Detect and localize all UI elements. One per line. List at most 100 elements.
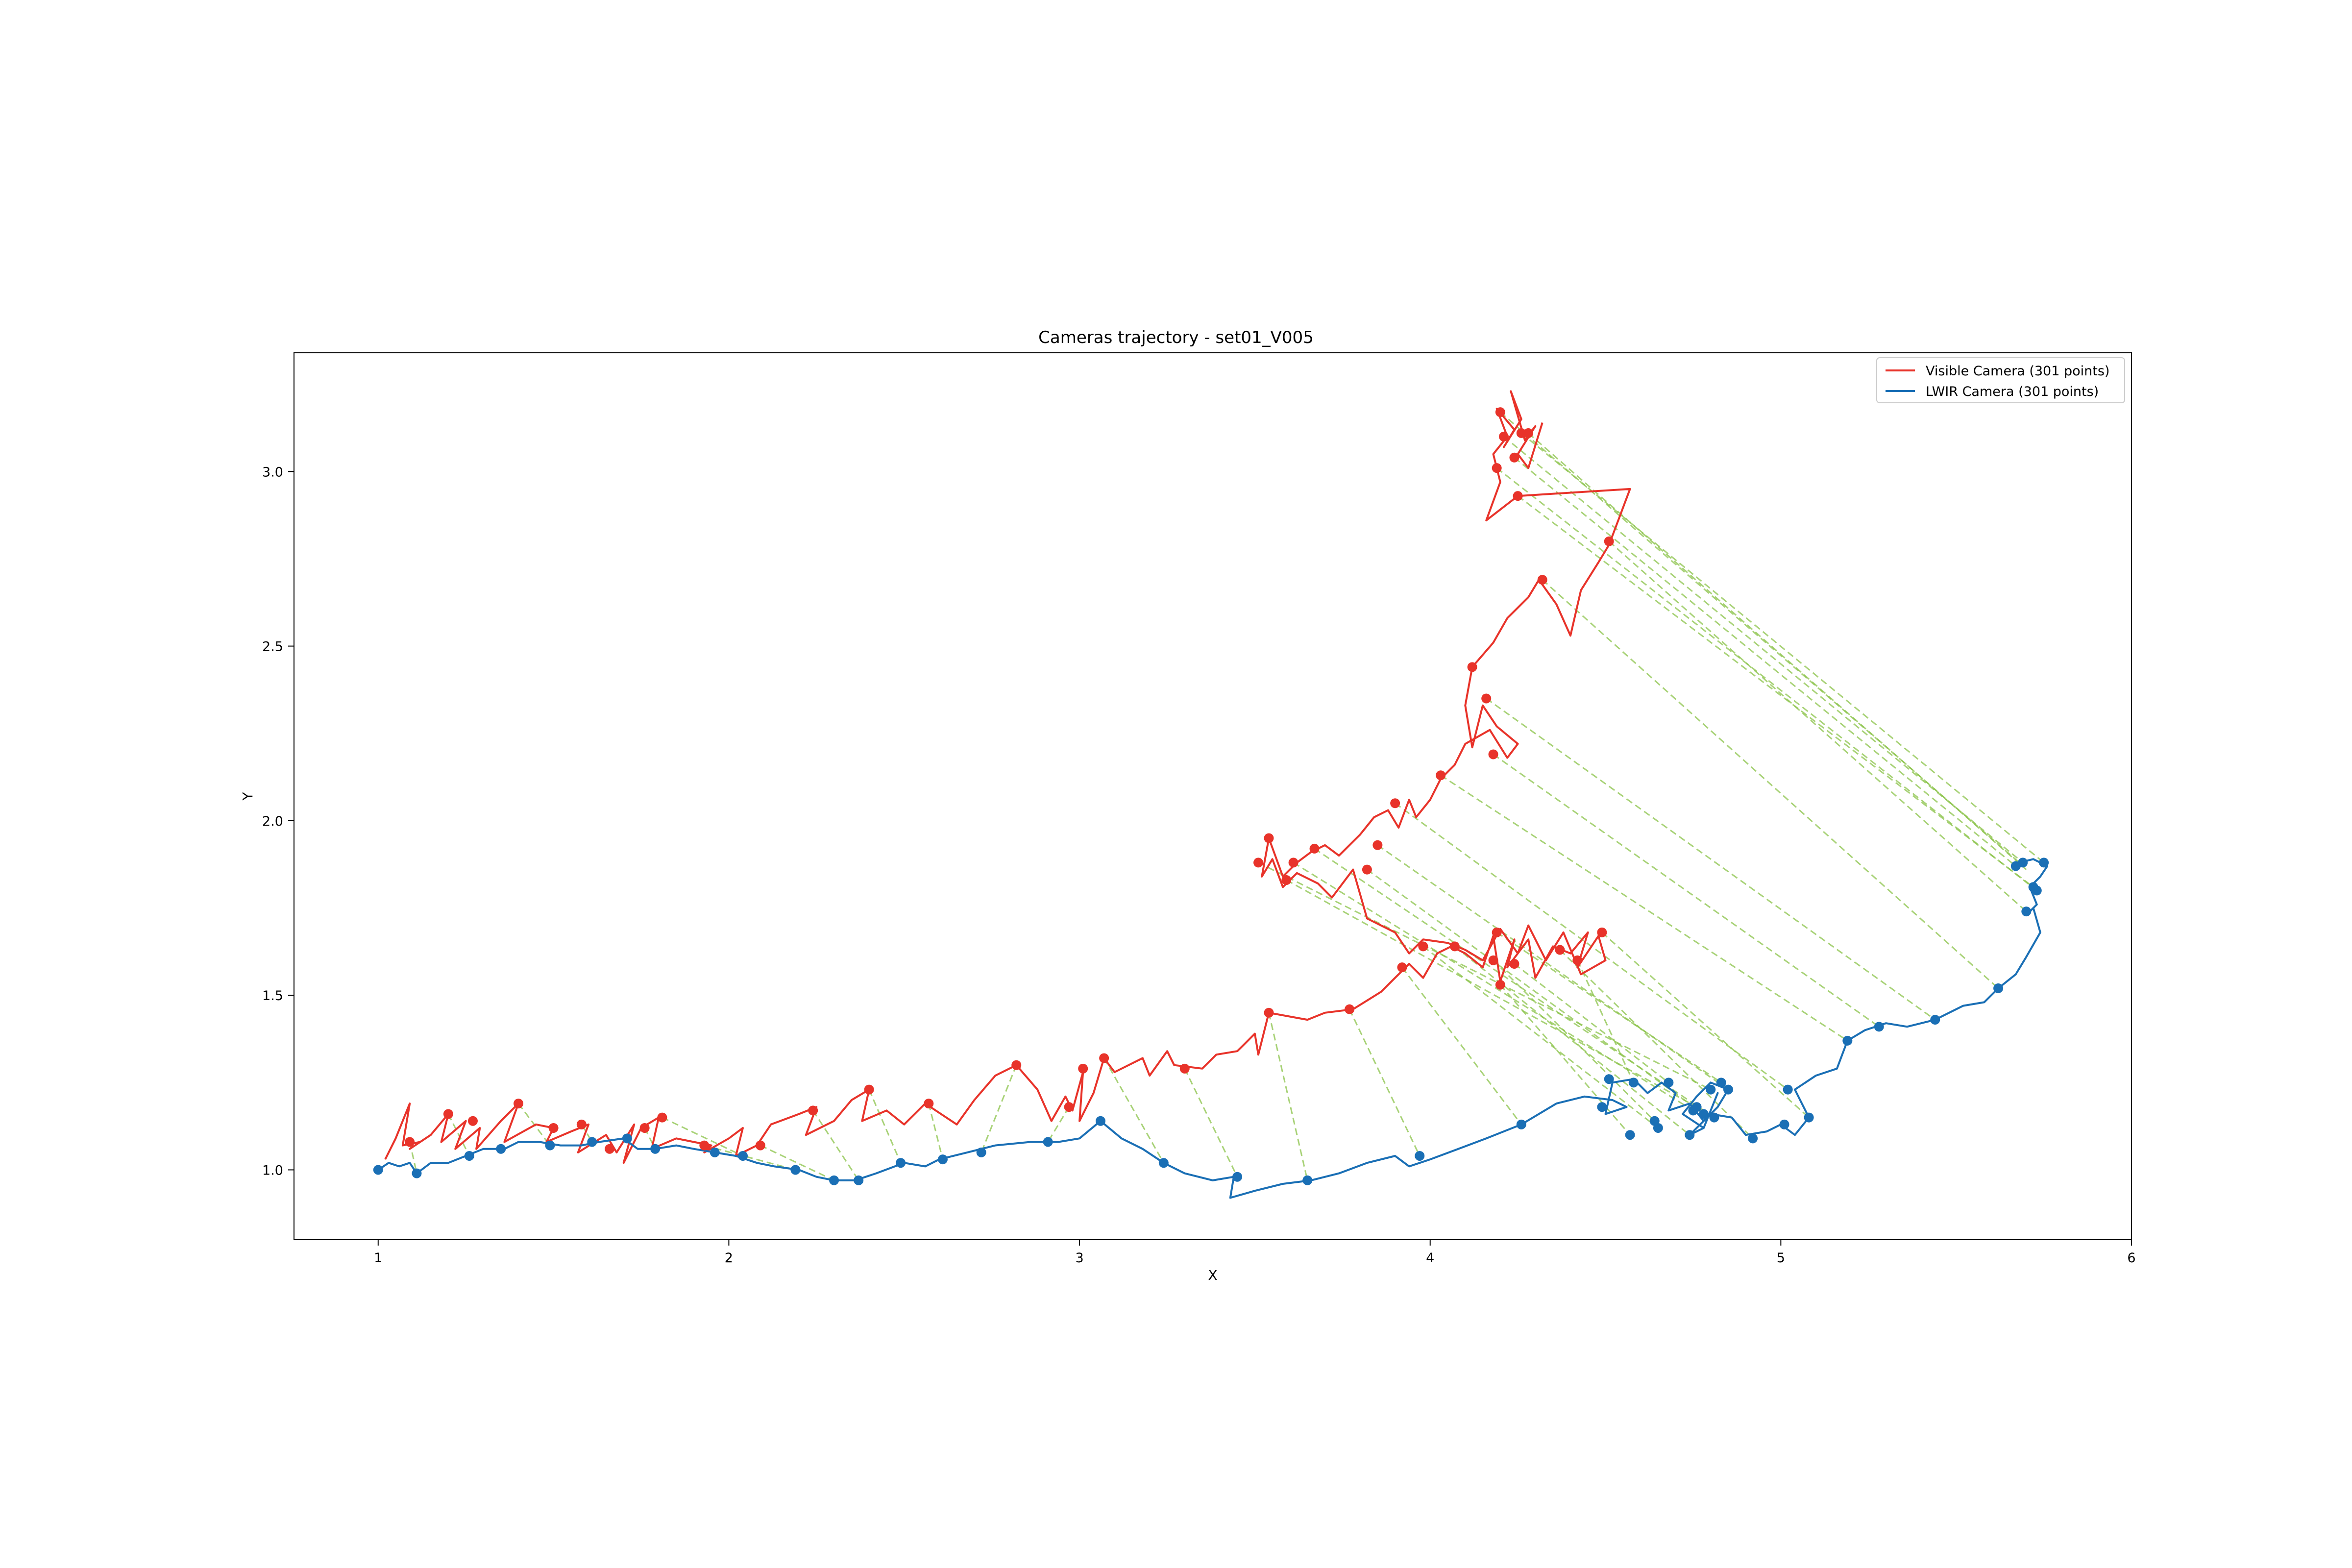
match-line-30 bbox=[1514, 963, 1669, 1083]
lwir-marker-40 bbox=[1783, 1084, 1793, 1095]
match-line-41 bbox=[1503, 436, 2024, 863]
y-axis-ticks: 1.0 1.5 2.0 2.5 3.0 bbox=[262, 465, 294, 1178]
visible-marker-9 bbox=[699, 1140, 710, 1151]
match-line-27 bbox=[1496, 931, 1722, 1083]
match-lines bbox=[409, 412, 2045, 1181]
match-line-16 bbox=[1348, 1009, 1421, 1156]
lwir-marker-46 bbox=[2021, 906, 2032, 917]
visible-marker-49 bbox=[1516, 428, 1526, 438]
lwir-marker-35 bbox=[1709, 1112, 1719, 1123]
match-line-22 bbox=[1367, 869, 1704, 1115]
visible-marker-50 bbox=[1509, 452, 1519, 463]
match-line-8 bbox=[812, 1110, 859, 1181]
visible-marker-12 bbox=[864, 1084, 874, 1095]
match-line-6 bbox=[704, 1145, 796, 1171]
match-line-40 bbox=[1496, 467, 2037, 891]
match-line-5 bbox=[662, 1117, 743, 1157]
trajectory-markers bbox=[373, 407, 2049, 1185]
visible-marker-2 bbox=[467, 1116, 478, 1126]
lwir-marker-16 bbox=[1043, 1137, 1053, 1147]
lwir-marker-22 bbox=[1516, 1119, 1526, 1129]
match-line-33 bbox=[1601, 931, 1810, 1118]
visible-marker-26 bbox=[1488, 955, 1498, 965]
visible-marker-7 bbox=[639, 1123, 650, 1133]
lwir-marker-13 bbox=[896, 1158, 906, 1168]
match-line-15 bbox=[1268, 1012, 1308, 1181]
match-line-26 bbox=[1454, 946, 1690, 1136]
legend-lwir-label: LWIR Camera (301 points) bbox=[1926, 384, 2099, 399]
lwir-marker-7 bbox=[650, 1144, 661, 1154]
match-line-29 bbox=[1493, 959, 1655, 1122]
visible-marker-30 bbox=[1555, 945, 1565, 955]
visible-marker-32 bbox=[1390, 798, 1400, 808]
visible-marker-20 bbox=[1345, 1004, 1355, 1014]
lwir-marker-32 bbox=[1691, 1102, 1702, 1112]
visible-marker-44 bbox=[1604, 536, 1614, 546]
visible-marker-29 bbox=[1597, 927, 1607, 937]
match-line-38 bbox=[1608, 540, 2027, 912]
visible-marker-36 bbox=[1309, 843, 1320, 854]
lwir-marker-28 bbox=[1653, 1123, 1663, 1133]
match-line-18 bbox=[1286, 879, 1697, 1108]
visible-marker-3 bbox=[514, 1099, 524, 1109]
visible-marker-13 bbox=[924, 1099, 934, 1109]
y-axis-label: Y bbox=[240, 792, 256, 801]
x-axis-ticks: 1 2 3 4 5 6 bbox=[374, 1240, 2136, 1266]
match-line-14 bbox=[1184, 1068, 1238, 1177]
visible-marker-27 bbox=[1509, 959, 1519, 969]
match-line-28 bbox=[1499, 984, 1631, 1136]
visible-marker-18 bbox=[1179, 1063, 1190, 1074]
lwir-marker-17 bbox=[1095, 1116, 1105, 1126]
visible-marker-0 bbox=[405, 1137, 415, 1147]
lwir-marker-24 bbox=[1604, 1074, 1614, 1084]
lwir-marker-36 bbox=[1716, 1078, 1726, 1088]
match-line-21 bbox=[1314, 848, 1715, 1118]
match-line-43 bbox=[1514, 457, 2016, 867]
match-line-9 bbox=[868, 1089, 902, 1163]
visible-marker-41 bbox=[1481, 693, 1492, 704]
visible-marker-34 bbox=[1264, 833, 1274, 843]
match-line-25 bbox=[1422, 946, 1659, 1129]
visible-marker-10 bbox=[755, 1140, 765, 1151]
lwir-marker-41 bbox=[1804, 1112, 1814, 1123]
match-line-19 bbox=[1258, 862, 1711, 1090]
visible-marker-11 bbox=[808, 1105, 818, 1116]
lwir-trajectory-line bbox=[377, 858, 2049, 1199]
visible-marker-51 bbox=[1523, 428, 1534, 438]
lwir-marker-39 bbox=[1779, 1119, 1789, 1129]
visible-marker-23 bbox=[1449, 941, 1460, 952]
lwir-marker-12 bbox=[854, 1175, 864, 1185]
plot-frame bbox=[294, 352, 2132, 1240]
visible-marker-35 bbox=[1253, 858, 1264, 868]
lwir-marker-29 bbox=[1664, 1078, 1674, 1088]
lwir-marker-20 bbox=[1302, 1175, 1313, 1185]
visible-marker-45 bbox=[1513, 491, 1523, 501]
visible-marker-16 bbox=[1078, 1063, 1088, 1074]
match-line-42 bbox=[1520, 432, 2045, 863]
visible-marker-22 bbox=[1418, 941, 1428, 952]
lwir-marker-3 bbox=[496, 1144, 506, 1154]
visible-marker-5 bbox=[576, 1119, 587, 1129]
match-line-37 bbox=[1542, 579, 1999, 989]
lwir-marker-8 bbox=[710, 1147, 720, 1157]
trajectory-lines bbox=[377, 390, 2049, 1199]
chart-title: Cameras trajectory - set01_V005 bbox=[1038, 328, 1314, 347]
lwir-marker-51 bbox=[2010, 861, 2021, 871]
lwir-marker-43 bbox=[1874, 1022, 1884, 1032]
visible-marker-14 bbox=[1011, 1060, 1022, 1070]
lwir-marker-42 bbox=[1842, 1035, 1853, 1046]
lwir-marker-44 bbox=[1930, 1015, 1940, 1025]
plot-area bbox=[294, 352, 2132, 1240]
visible-marker-40 bbox=[1488, 749, 1498, 760]
lwir-marker-9 bbox=[738, 1151, 748, 1161]
match-line-32 bbox=[1576, 960, 1635, 1083]
lwir-marker-10 bbox=[790, 1165, 801, 1175]
lwir-marker-15 bbox=[976, 1147, 986, 1157]
visible-marker-21 bbox=[1397, 962, 1407, 973]
lwir-marker-21 bbox=[1415, 1151, 1425, 1161]
visible-marker-48 bbox=[1495, 407, 1505, 417]
lwir-marker-48 bbox=[2032, 885, 2042, 896]
lwir-marker-30 bbox=[1685, 1130, 1695, 1140]
visible-marker-47 bbox=[1498, 432, 1509, 442]
match-line-17 bbox=[1401, 967, 1522, 1125]
